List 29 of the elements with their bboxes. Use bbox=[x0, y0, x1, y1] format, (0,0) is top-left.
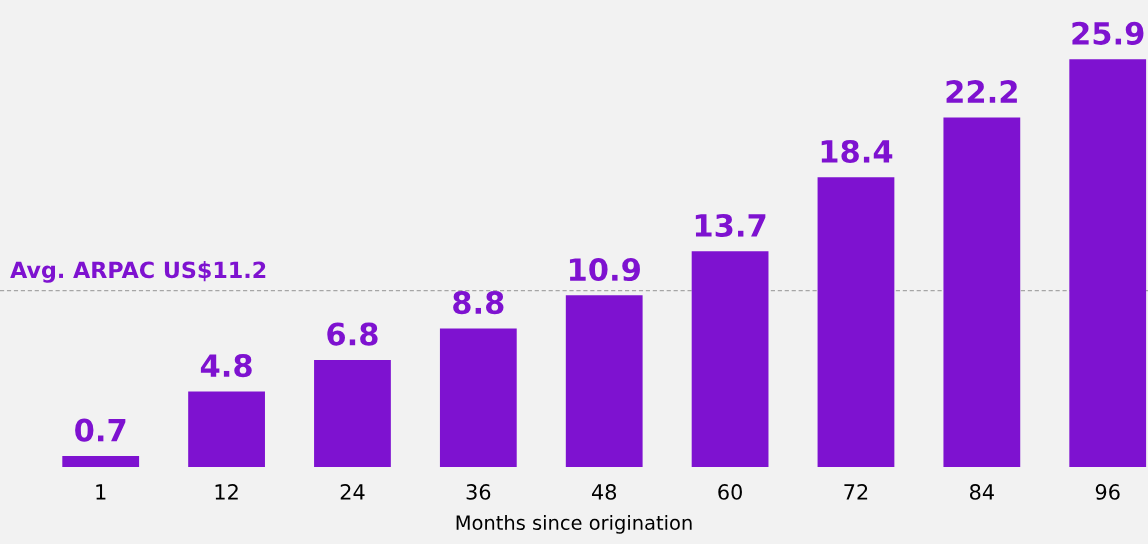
bar bbox=[62, 455, 140, 467]
data-label: 25.9 bbox=[1072, 21, 1144, 45]
bar bbox=[188, 391, 265, 467]
x-tick-label: 36 bbox=[466, 484, 491, 500]
data-label: 22.2 bbox=[946, 80, 1017, 103]
bar bbox=[691, 251, 769, 467]
data-label: 10.9 bbox=[569, 257, 640, 282]
data-label: 4.8 bbox=[200, 354, 252, 378]
data-label: 0.7 bbox=[75, 418, 126, 442]
data-label: 13.7 bbox=[695, 213, 766, 238]
x-tick-label: 60 bbox=[718, 484, 742, 500]
bar bbox=[1069, 59, 1147, 467]
ref-line-label: Avg. ARPAC US$11.2 bbox=[10, 261, 266, 283]
data-label: 18.4 bbox=[821, 139, 893, 163]
bar bbox=[439, 328, 517, 467]
data-label: 6.8 bbox=[327, 322, 378, 346]
x-tick-label: 96 bbox=[1095, 484, 1120, 500]
x-axis-title: Months since origination bbox=[456, 514, 692, 534]
x-tick-label: 48 bbox=[591, 484, 617, 500]
bar bbox=[314, 359, 391, 467]
bar bbox=[817, 177, 895, 467]
x-tick-label: 72 bbox=[844, 484, 868, 500]
bar bbox=[943, 117, 1021, 467]
bar bbox=[565, 295, 643, 467]
x-tick-label: 12 bbox=[215, 484, 238, 500]
data-label: 8.8 bbox=[453, 291, 504, 315]
x-tick-label: 84 bbox=[970, 484, 994, 500]
x-tick-label: 24 bbox=[340, 484, 365, 500]
x-tick-label: 1 bbox=[96, 484, 106, 500]
